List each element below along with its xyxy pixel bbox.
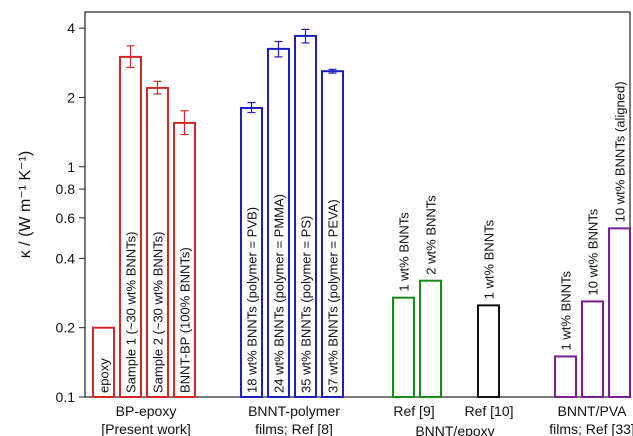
bar — [92, 326, 115, 398]
bar — [419, 279, 442, 399]
group-label: films; Ref [33] — [549, 421, 633, 436]
chart-error-bars — [126, 28, 337, 136]
y-tick-label: 4 — [67, 20, 75, 36]
group-label: [Present work] — [101, 421, 190, 436]
y-tick-label: 0.4 — [56, 250, 76, 266]
bar — [581, 300, 604, 398]
y-tick-label: 1 — [67, 159, 75, 175]
group-label: BNNT-polymer — [248, 403, 340, 419]
bar — [477, 304, 500, 399]
group-label: Ref [10] — [464, 403, 513, 419]
plot-frame — [84, 11, 631, 398]
bar-label: BNNT-BP (100% BNNTs) — [178, 247, 193, 393]
bar-label: 24 wt% BNNTs (polymer = PMMA) — [272, 194, 287, 393]
group-label: Ref [9] — [393, 403, 434, 419]
bar-label: 1 wt% BNNTs — [559, 270, 574, 350]
y-tick-label: 2 — [67, 89, 75, 105]
y-axis-label: κ / (W m⁻¹ K⁻¹) — [17, 151, 34, 259]
bar-label: 18 wt% BNNTs (polymer = PVB) — [245, 207, 260, 393]
group-label: BP-epoxy — [116, 403, 177, 419]
y-tick-label: 0.2 — [56, 320, 76, 336]
group-label: films; Ref [8] — [255, 421, 333, 436]
chart-bar-labels: epoxy Sample 1 (~30 wt% BNNTs) Sample 2 (~… — [97, 81, 628, 393]
chart-bars — [92, 34, 631, 399]
y-tick-label: 0.6 — [56, 210, 76, 226]
bar-label: 10 wt% BNNTs — [586, 208, 601, 295]
bar-label: 35 wt% BNNTs (polymer = PS) — [299, 216, 314, 393]
chart-group-labels: BP-epoxy [Present work] BNNT-polymer films;… — [101, 403, 633, 436]
bar-label: 2 wt% BNNTs — [424, 195, 439, 275]
bar-label: 10 wt% BNNTs (aligned) — [613, 81, 628, 222]
y-axis-title: κ / (W m⁻¹ K⁻¹) — [17, 151, 34, 259]
group-label: BNNT/PVA — [558, 403, 628, 419]
group-label: BNNT/epoxy — [415, 423, 494, 436]
y-tick-label: 0.8 — [56, 181, 76, 197]
y-tick-label: 0.1 — [56, 389, 76, 405]
bar-label: Sample 1 (~30 wt% BNNTs) — [124, 232, 139, 393]
bar-label: Sample 2 (~30 wt% BNNTs) — [151, 232, 166, 393]
chart-axes: 0.1 0.2 0.4 0.6 0.8 1 2 4 — [56, 11, 631, 405]
bar — [392, 296, 415, 398]
bar-label: 1 wt% BNNTs — [397, 212, 412, 292]
bar-label: 37 wt% BNNTs (polymer = PEVA) — [326, 199, 341, 393]
bar — [554, 355, 577, 399]
bar — [608, 227, 631, 398]
bar-label: 1 wt% BNNTs — [482, 219, 497, 299]
bar-label: epoxy — [97, 358, 112, 393]
